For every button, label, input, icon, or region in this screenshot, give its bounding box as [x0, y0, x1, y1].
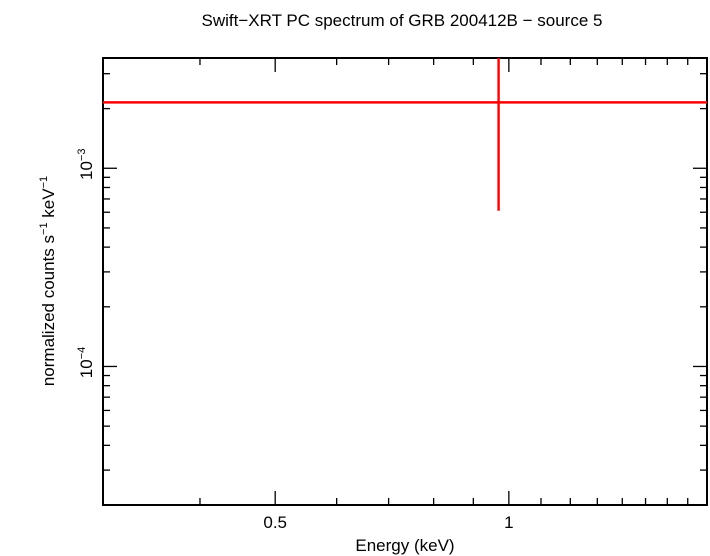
x-axis-label: Energy (keV): [355, 536, 454, 555]
axis-ticks: [102, 58, 708, 506]
y-axis-label-text2: keV: [39, 188, 58, 223]
y-axis-label-sup1: −1: [38, 222, 50, 235]
x-tick-label: 1: [504, 513, 513, 532]
data-marks: [103, 58, 707, 211]
y-axis-label: normalized counts s−1 keV−1: [38, 176, 58, 386]
x-tick-label: 0.5: [263, 513, 287, 532]
y-tick-label: 10−3: [76, 149, 96, 180]
y-tick-labels: 10−4 10−3: [76, 149, 96, 379]
x-tick-labels: 0.5 1: [263, 513, 513, 532]
chart-title: Swift−XRT PC spectrum of GRB 200412B − s…: [202, 11, 603, 30]
y-tick-label: 10−4: [76, 347, 96, 378]
y-axis-label-text1: normalized counts s: [39, 235, 58, 386]
plot-frame: [102, 57, 708, 506]
y-axis-label-sup2: −1: [38, 176, 50, 189]
